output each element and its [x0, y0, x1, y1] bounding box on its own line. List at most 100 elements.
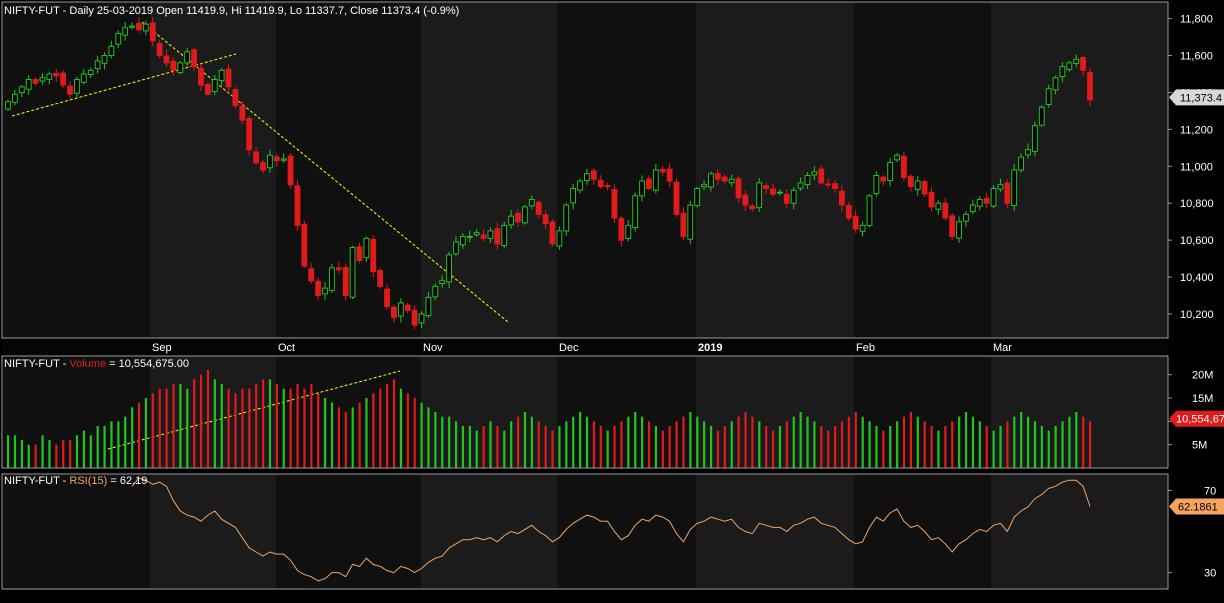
- candle-body: [1080, 57, 1087, 71]
- volume-bar: [510, 421, 513, 468]
- volume-bar: [296, 384, 299, 468]
- candle-body: [5, 101, 11, 110]
- volume-bar: [454, 421, 458, 468]
- month-band: [696, 356, 854, 468]
- volume-bar: [703, 421, 706, 468]
- candle-body: [32, 79, 39, 84]
- month-band: [150, 2, 276, 338]
- candle-body: [1066, 62, 1073, 70]
- candle-body: [997, 184, 1004, 190]
- volume-bar: [199, 374, 203, 468]
- volume-bar: [799, 412, 802, 468]
- candle-body: [935, 202, 942, 210]
- candle-body: [1018, 156, 1024, 171]
- candle-body: [887, 162, 894, 182]
- volume-bar: [599, 426, 602, 468]
- price-last-value-label: 11,373.4: [1180, 92, 1222, 104]
- candle-body: [411, 309, 418, 326]
- volume-bar: [1026, 416, 1030, 468]
- volume-bar: [1040, 426, 1043, 468]
- volume-bar: [351, 407, 354, 468]
- candle-body: [94, 60, 101, 70]
- volume-bar: [930, 426, 933, 468]
- volume-bar: [103, 426, 106, 468]
- volume-bar: [420, 402, 423, 468]
- candle-body: [101, 55, 108, 64]
- candle-body: [480, 234, 487, 239]
- month-band: [557, 2, 696, 338]
- rsi-series: [131, 477, 1091, 582]
- volume-bar: [709, 426, 713, 468]
- candle-body: [418, 313, 425, 324]
- volume-bar: [985, 426, 988, 468]
- candle-body: [976, 199, 983, 207]
- candle-body: [211, 79, 218, 93]
- volume-bar: [365, 398, 368, 468]
- volume-bar: [330, 402, 334, 468]
- volume-bar: [275, 384, 278, 468]
- candle-body: [825, 183, 832, 186]
- volume-bar: [792, 416, 795, 468]
- month-band: [557, 356, 696, 468]
- volume-bar: [158, 388, 161, 468]
- candle-body: [907, 175, 914, 188]
- price-y-tick-label: 11,200: [1180, 124, 1213, 136]
- volume-bar: [668, 426, 671, 468]
- candle-body: [1011, 169, 1018, 206]
- volume-last-value-label: 10,554,67: [1176, 414, 1224, 426]
- candle-body: [315, 280, 322, 297]
- volume-bar: [744, 412, 747, 468]
- x-axis-strip: [2, 338, 1168, 356]
- volume-y-tick-label: 20M: [1192, 370, 1213, 382]
- candle-body: [590, 170, 597, 180]
- panel-border: [1, 355, 1169, 469]
- volume-bar: [144, 398, 148, 468]
- candle-body: [866, 195, 873, 226]
- volume-bar: [324, 398, 327, 468]
- candle-body: [1052, 77, 1059, 91]
- candle-body: [239, 105, 246, 121]
- volume-bar: [241, 388, 244, 468]
- rsi-y-tick-label: 70: [1204, 485, 1216, 497]
- price-y-tick-label: 10,800: [1180, 198, 1214, 210]
- candle-body: [811, 171, 818, 176]
- candle-body: [404, 304, 411, 311]
- candle-body: [680, 212, 687, 237]
- volume-bar: [496, 426, 499, 468]
- candle-body: [1031, 125, 1038, 152]
- candle-body: [749, 205, 756, 210]
- volume-bar: [193, 379, 196, 468]
- candle-body: [818, 168, 825, 184]
- month-band: [421, 2, 557, 338]
- volume-bar: [137, 402, 141, 468]
- month-band: [150, 474, 276, 589]
- volume-bar: [62, 440, 65, 468]
- volume-bar: [20, 440, 23, 468]
- price-y-tick-label: 10,600: [1180, 235, 1214, 247]
- volume-bar: [248, 388, 251, 468]
- volume-bar: [868, 421, 871, 468]
- candle-body: [963, 213, 969, 222]
- candle-body: [370, 238, 377, 273]
- candle-body: [666, 168, 673, 182]
- volume-bar: [13, 435, 17, 468]
- candle-body: [949, 215, 956, 237]
- volume-bar: [902, 416, 906, 468]
- volume-bar: [565, 421, 568, 468]
- candle-body: [225, 68, 232, 88]
- volume-bar: [96, 426, 99, 468]
- candle-body: [528, 199, 535, 207]
- volume-bar: [558, 426, 561, 468]
- candle-body: [322, 287, 328, 295]
- volume-bar: [834, 426, 837, 468]
- candle-body: [625, 224, 632, 239]
- candle-body: [473, 232, 480, 236]
- volume-bar: [634, 412, 637, 468]
- volume-bar: [75, 435, 79, 468]
- candle-body: [25, 79, 32, 90]
- volume-bar: [696, 416, 699, 468]
- volume-bar: [303, 388, 306, 468]
- trendline-resistance: [141, 21, 509, 323]
- candle-body: [253, 151, 260, 164]
- volume-bar: [441, 416, 444, 468]
